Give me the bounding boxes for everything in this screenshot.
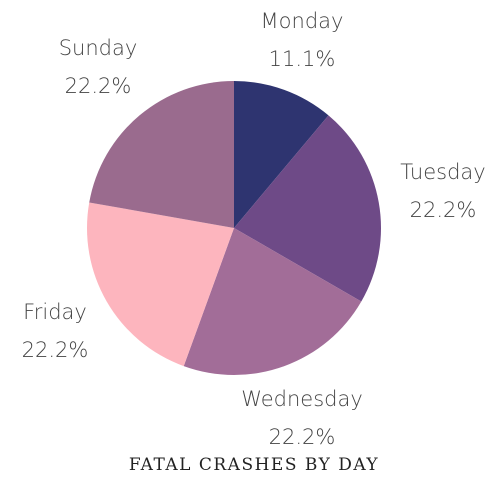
slice-label: Friday	[23, 300, 87, 324]
chart-title: FATAL CRASHES BY DAY	[128, 455, 380, 475]
slice-label: Wednesday	[241, 387, 363, 411]
pie-slice	[234, 115, 381, 302]
slice-label: Sunday	[59, 36, 138, 60]
pie-slice	[86, 202, 234, 367]
slice-value-label: 22.2%	[65, 74, 132, 98]
slice-label: Monday	[261, 9, 344, 33]
slice-value-label: 11.1%	[269, 47, 336, 71]
pie-slice	[183, 228, 362, 375]
slice-value-label: 22.2%	[410, 198, 477, 222]
slice-value-label: 22.2%	[269, 425, 336, 449]
slice-label: Tuesday	[400, 160, 485, 184]
slice-value-label: 22.2%	[22, 338, 89, 362]
pie-slice	[89, 81, 234, 228]
pie-slice	[234, 81, 329, 228]
